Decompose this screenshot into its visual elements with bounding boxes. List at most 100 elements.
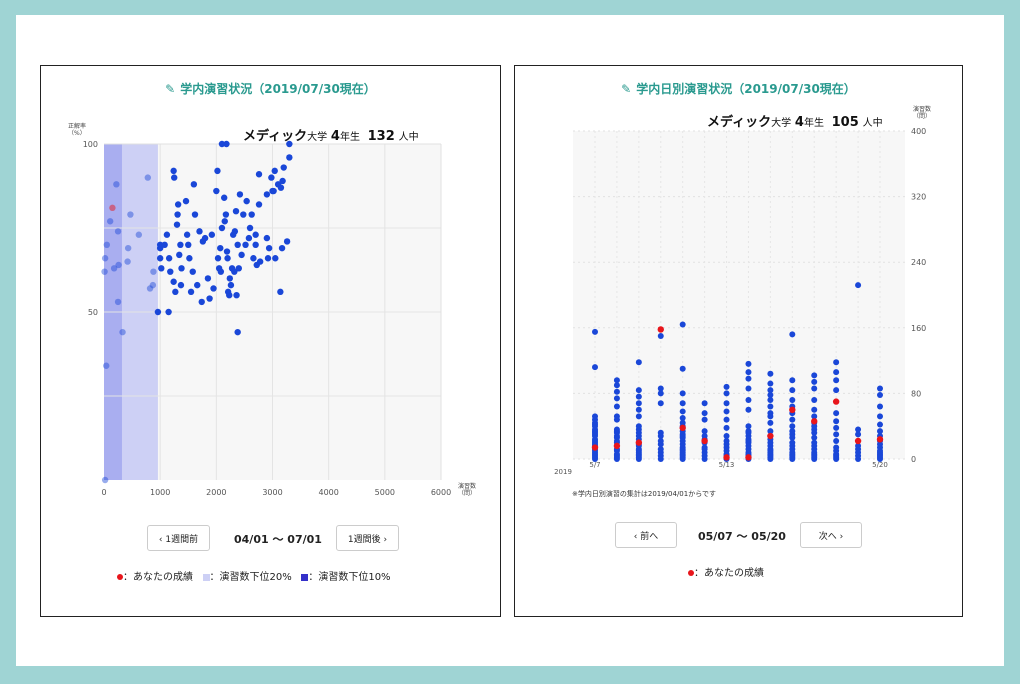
data-point bbox=[657, 390, 664, 397]
data-point bbox=[204, 275, 212, 282]
data-point bbox=[101, 255, 109, 262]
data-point bbox=[217, 244, 224, 252]
data-point bbox=[811, 439, 818, 446]
panel-title-text: 学内日別演習状況（2019/07/30現在） bbox=[636, 82, 856, 96]
you-point bbox=[745, 454, 752, 461]
data-point bbox=[855, 431, 862, 438]
data-point bbox=[789, 416, 796, 423]
data-point bbox=[189, 268, 196, 275]
data-point bbox=[723, 383, 730, 390]
data-point bbox=[226, 292, 233, 299]
data-point bbox=[657, 333, 664, 339]
data-point bbox=[701, 410, 708, 417]
data-point bbox=[745, 385, 752, 392]
school-name: メディック bbox=[243, 129, 308, 144]
data-point bbox=[245, 234, 253, 242]
data-point bbox=[234, 328, 241, 336]
data-point bbox=[833, 431, 840, 438]
data-point bbox=[150, 268, 157, 275]
pencil-icon: ✎ bbox=[165, 82, 176, 96]
you-point bbox=[591, 444, 599, 451]
grade-value: 4 bbox=[330, 129, 340, 144]
data-point bbox=[103, 362, 110, 369]
data-point bbox=[114, 228, 122, 235]
prev-button[interactable]: ‹ 前へ bbox=[615, 522, 677, 548]
data-point bbox=[657, 446, 664, 453]
data-point bbox=[635, 406, 642, 413]
data-point bbox=[255, 201, 263, 208]
rank-header: メディック大学 4年生 132 人中 bbox=[243, 125, 419, 144]
y-axis-label-unit: （%） bbox=[68, 130, 86, 137]
data-point bbox=[174, 201, 182, 208]
data-point bbox=[613, 377, 620, 384]
data-point bbox=[635, 400, 642, 407]
data-point bbox=[635, 423, 642, 430]
data-point bbox=[745, 406, 752, 413]
you-legend-swatch bbox=[688, 570, 694, 576]
data-point bbox=[789, 439, 796, 446]
data-point bbox=[657, 385, 664, 392]
data-point bbox=[172, 288, 179, 296]
next-week-button[interactable]: 1週間後 › bbox=[336, 525, 399, 551]
data-point bbox=[163, 231, 171, 238]
you-point bbox=[635, 439, 643, 446]
data-point bbox=[613, 426, 620, 433]
data-point bbox=[144, 174, 152, 181]
data-point bbox=[217, 268, 225, 275]
you-point bbox=[767, 432, 774, 440]
data-point bbox=[170, 167, 177, 175]
accuracy-scatter-chart: 0 1000 2000 3000 4000 5000 6000 50 100 正解率（%） 演習数（… bbox=[68, 122, 476, 497]
data-point bbox=[723, 437, 730, 444]
data-point bbox=[679, 415, 686, 421]
y-tick-label: 240 bbox=[911, 258, 926, 267]
student-count: 132 bbox=[367, 129, 395, 144]
data-point bbox=[745, 396, 752, 403]
data-point bbox=[811, 372, 818, 379]
data-point bbox=[277, 184, 285, 191]
data-point bbox=[635, 387, 642, 394]
daigaku-label: 大学 bbox=[771, 118, 792, 129]
data-point bbox=[592, 364, 598, 371]
data-point bbox=[146, 285, 154, 292]
data-point bbox=[183, 231, 191, 238]
next-button[interactable]: 次へ › bbox=[800, 522, 862, 548]
data-point bbox=[767, 410, 774, 417]
pencil-icon: ✎ bbox=[621, 82, 632, 96]
data-point bbox=[811, 434, 818, 441]
school-name: メディック bbox=[707, 115, 772, 130]
x-axis-label: 演習数 bbox=[458, 482, 476, 490]
you-legend-swatch bbox=[117, 574, 123, 580]
legend-you: ：あなたの成績 bbox=[694, 568, 764, 579]
data-point bbox=[833, 424, 840, 431]
y-axis-label: 演習数 bbox=[913, 105, 931, 113]
data-point bbox=[242, 241, 249, 248]
data-point bbox=[165, 255, 173, 262]
data-point bbox=[767, 370, 774, 377]
x-axis-label-unit: （問） bbox=[458, 490, 476, 497]
data-point bbox=[263, 234, 271, 242]
y-tick-label: 320 bbox=[911, 193, 926, 202]
data-point bbox=[855, 426, 862, 433]
data-point bbox=[279, 177, 286, 185]
data-point bbox=[833, 369, 840, 376]
plot-area bbox=[573, 131, 905, 459]
data-point bbox=[679, 390, 686, 397]
data-point bbox=[592, 413, 598, 420]
prev-week-button[interactable]: ‹ 1週間前 bbox=[147, 525, 210, 551]
data-point bbox=[745, 375, 752, 382]
data-point bbox=[178, 265, 185, 272]
data-point bbox=[263, 191, 271, 198]
data-point bbox=[252, 231, 259, 238]
data-point bbox=[613, 388, 620, 395]
panel-title: ✎ 学内演習状況（2019/07/30現在） bbox=[41, 80, 500, 97]
data-point bbox=[171, 174, 178, 181]
data-point bbox=[167, 268, 174, 275]
data-point bbox=[767, 392, 774, 399]
data-point bbox=[185, 241, 192, 248]
data-point bbox=[177, 281, 185, 289]
legend-low20: ：演習数下位20% bbox=[209, 572, 292, 583]
x-tick-label: 2000 bbox=[206, 488, 226, 497]
data-point bbox=[767, 387, 774, 394]
data-point bbox=[701, 400, 708, 407]
data-point bbox=[218, 224, 226, 232]
